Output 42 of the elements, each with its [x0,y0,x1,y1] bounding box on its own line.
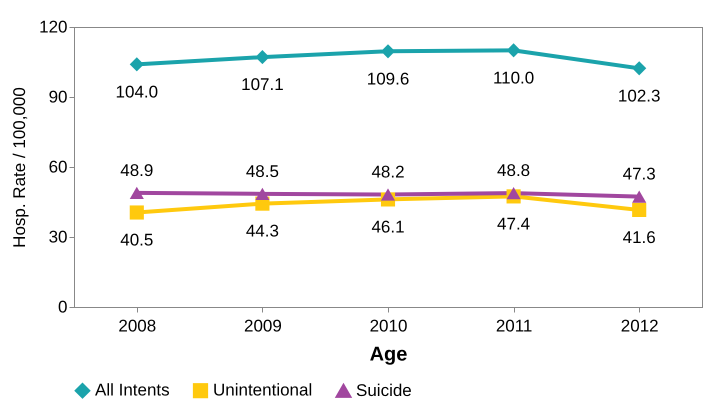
point [506,43,521,58]
data-label: 48.5 [246,162,279,181]
y-tick-label: 120 [39,18,68,36]
x-tick-label: 2008 [118,316,156,336]
y-tick-label: 60 [48,158,68,176]
legend-label: All Intents [95,380,170,400]
x-tick-label: 2012 [620,316,659,336]
point [255,188,270,200]
data-label: 44.3 [246,222,279,241]
y-tick-label: 30 [48,228,68,246]
data-label: 104.0 [116,82,158,102]
x-tick-label: 2009 [244,316,282,336]
point [130,186,144,200]
point [632,190,646,203]
x-tick-label: 2011 [496,316,532,336]
data-label: 109.6 [366,69,410,88]
data-label: 48.8 [497,161,530,180]
point [380,44,396,58]
data-label: 48.2 [371,162,405,182]
point [130,57,144,72]
data-label: 40.5 [120,230,154,250]
data-label: 47.3 [622,164,656,184]
point [255,50,270,64]
legend-label: Suicide [356,381,412,400]
x-tick-label: 2010 [370,316,408,336]
y-axis-title: Hosp. Rate / 100,000 [10,87,30,248]
y-tick-label: 0 [58,298,68,316]
y-tick-label: 90 [48,88,68,106]
data-label: 110.0 [492,68,534,88]
point [130,205,144,220]
data-label: 41.6 [622,228,656,247]
point [632,61,646,76]
data-label: 48.9 [120,160,154,180]
data-label: 107.1 [241,75,284,94]
point [380,188,396,201]
legend-label: Unintentional [213,380,312,400]
data-label: 47.4 [497,214,530,234]
point [506,187,521,200]
data-label: 46.1 [371,217,405,236]
data-label: 102.3 [618,86,660,106]
x-axis-title: Age [370,344,408,366]
point [632,202,646,218]
